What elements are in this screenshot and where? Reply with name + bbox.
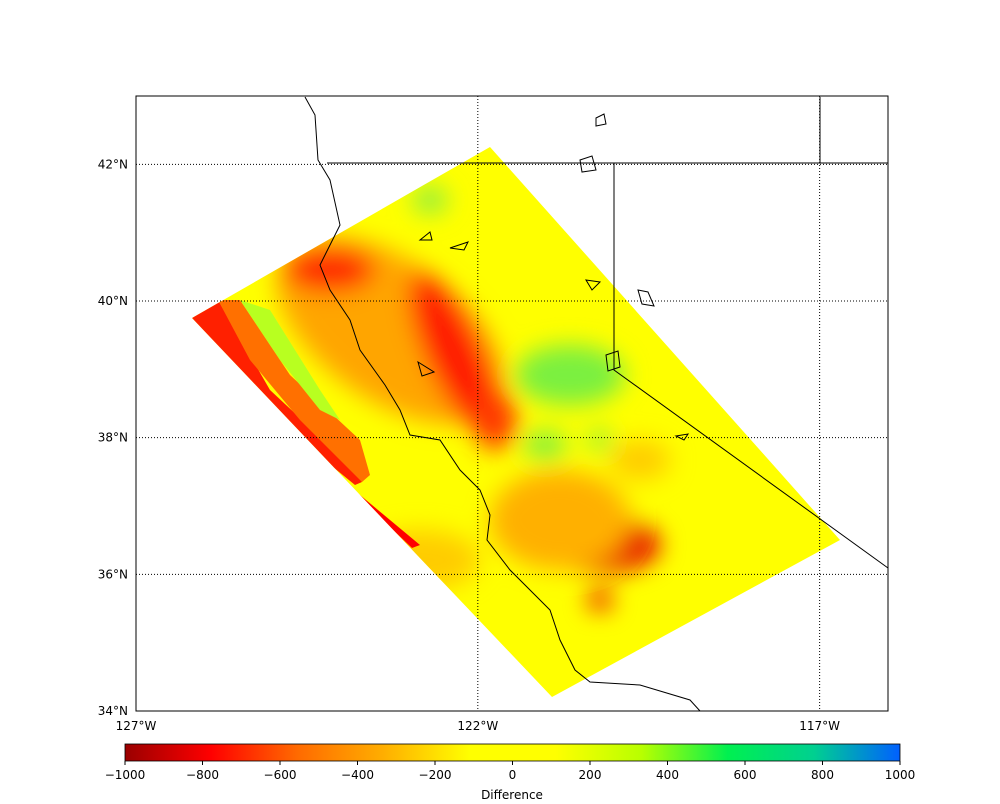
colorbar-tick-label: −400 <box>341 768 374 782</box>
axes: 34°N 36°N 38°N 40°N 42°N 127°W 122°W 117°W −1000… <box>98 96 916 782</box>
y-tick-label: 42°N <box>98 157 128 171</box>
y-tick-label: 38°N <box>98 431 128 445</box>
y-tick-label: 36°N <box>98 567 128 581</box>
colorbar-label: Difference <box>481 788 543 800</box>
colorbar-tick-label: 200 <box>579 768 602 782</box>
colorbar-tick-label: 400 <box>656 768 679 782</box>
colorbar-tick-label: −200 <box>419 768 452 782</box>
coastline <box>304 96 701 712</box>
y-tick-label: 40°N <box>98 294 128 308</box>
x-tick-label: 122°W <box>457 719 498 733</box>
state-border <box>613 163 889 569</box>
colorbar-tick-label: 600 <box>734 768 757 782</box>
map-frame <box>135 95 889 712</box>
lakes <box>417 113 690 441</box>
colorbar-tick-label: 0 <box>509 768 517 782</box>
colorbar-tick-label: −800 <box>186 768 219 782</box>
colorbar-tick-label: −1000 <box>105 768 146 782</box>
colorbar-tick-label: −600 <box>264 768 297 782</box>
colorbar <box>124 743 901 762</box>
x-tick-label: 127°W <box>116 719 157 733</box>
colorbar-tick-label: 800 <box>811 768 834 782</box>
colorbar-tick-label: 1000 <box>885 768 916 782</box>
x-tick-label: 117°W <box>799 719 840 733</box>
difference-field <box>192 147 840 697</box>
borders <box>304 96 889 712</box>
y-tick-label: 34°N <box>98 704 128 718</box>
